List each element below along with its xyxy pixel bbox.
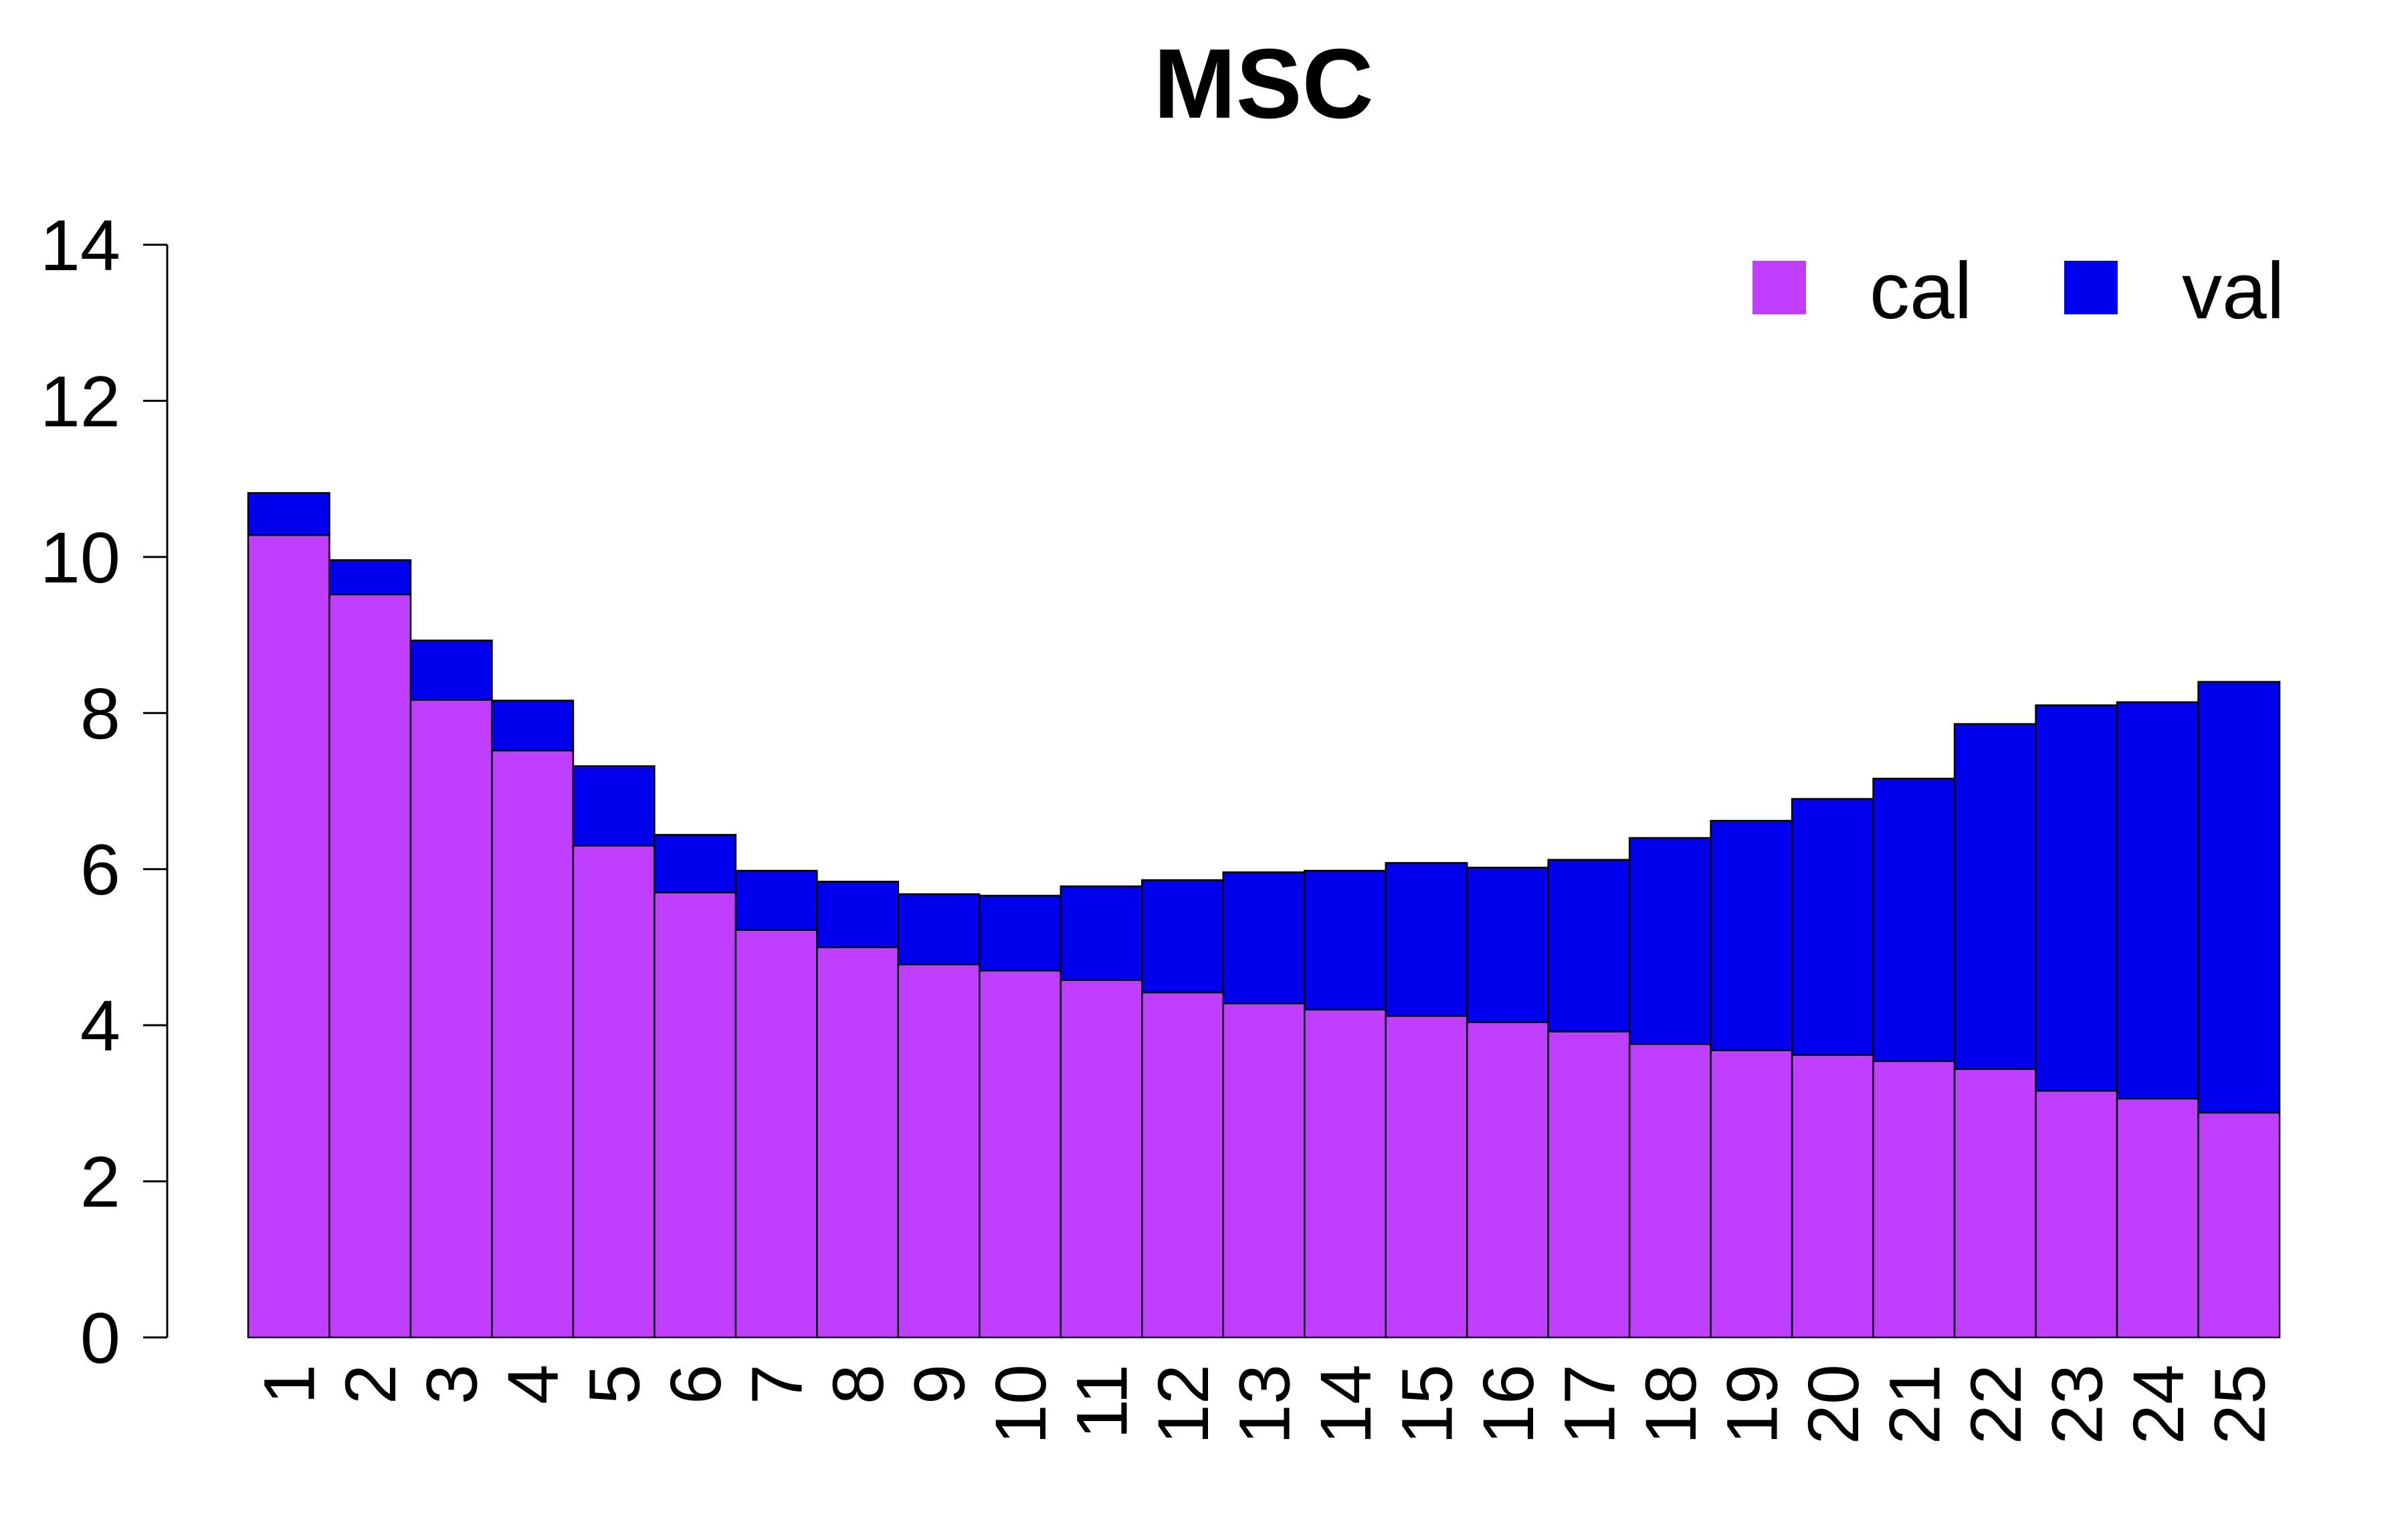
y-tick-label: 12 xyxy=(40,360,120,441)
x-tick-label: 19 xyxy=(1711,1364,1792,1444)
bar-cal-24 xyxy=(2116,1097,2199,1339)
x-tick-label: 10 xyxy=(980,1364,1061,1444)
bar-val-18 xyxy=(1628,837,1712,1045)
y-tick-label: 4 xyxy=(80,985,120,1066)
y-tick-label: 6 xyxy=(80,829,120,910)
bar-val-5 xyxy=(572,765,656,847)
bar-val-2 xyxy=(328,559,412,596)
x-tick-label: 5 xyxy=(574,1364,655,1404)
x-tick-label: 8 xyxy=(817,1364,898,1404)
x-tick-label: 13 xyxy=(1224,1364,1305,1444)
bar-val-24 xyxy=(2116,701,2199,1100)
bar-val-14 xyxy=(1303,869,1387,1011)
bar-val-6 xyxy=(654,834,737,893)
bar-cal-12 xyxy=(1141,991,1225,1339)
chart-title: MSC xyxy=(1154,29,1374,139)
y-tick-label: 8 xyxy=(80,673,120,754)
x-tick-label: 15 xyxy=(1386,1364,1467,1444)
bar-cal-9 xyxy=(897,963,981,1339)
x-tick-label: 20 xyxy=(1793,1364,1874,1444)
x-tick-label: 21 xyxy=(1874,1364,1954,1444)
bar-cal-7 xyxy=(734,929,818,1339)
x-tick-label: 25 xyxy=(2199,1364,2280,1444)
bar-cal-18 xyxy=(1628,1043,1712,1339)
bar-val-19 xyxy=(1710,820,1793,1051)
bar-val-3 xyxy=(409,639,493,701)
bar-cal-22 xyxy=(1953,1068,2037,1339)
bar-val-8 xyxy=(816,881,900,948)
y-tick-label: 10 xyxy=(40,517,120,598)
bar-val-4 xyxy=(491,699,575,752)
bar-val-17 xyxy=(1547,859,1631,1032)
bar-val-22 xyxy=(1953,723,2037,1070)
bar-cal-4 xyxy=(491,750,575,1339)
bar-cal-14 xyxy=(1303,1008,1387,1339)
y-tick-label: 2 xyxy=(80,1142,120,1222)
x-tick-label: 1 xyxy=(249,1364,330,1404)
bar-cal-25 xyxy=(2197,1111,2281,1339)
bar-cal-17 xyxy=(1547,1030,1631,1339)
x-tick-label: 12 xyxy=(1142,1364,1223,1444)
bar-val-13 xyxy=(1222,871,1306,1004)
bar-cal-10 xyxy=(979,970,1062,1339)
bar-cal-5 xyxy=(572,845,656,1339)
bar-cal-21 xyxy=(1872,1060,1956,1339)
bar-cal-19 xyxy=(1710,1049,1793,1339)
bar-val-21 xyxy=(1872,778,1956,1063)
x-tick-label: 11 xyxy=(1062,1364,1142,1439)
bar-cal-16 xyxy=(1466,1021,1549,1339)
bar-val-1 xyxy=(247,492,330,536)
bars xyxy=(247,492,2281,1339)
legend: cal val xyxy=(1752,246,2284,336)
x-tick-label: 17 xyxy=(1548,1364,1629,1444)
bar-cal-15 xyxy=(1385,1014,1468,1339)
bar-cal-11 xyxy=(1060,979,1143,1339)
x-tick-label: 16 xyxy=(1468,1364,1548,1444)
bar-cal-23 xyxy=(2035,1089,2118,1339)
bar-val-11 xyxy=(1060,885,1143,981)
x-axis: 1 2 3 4 5 6 7 8 9 10 11 12 13 14 15 16 17 18 19 20 21 22 23 24 2… xyxy=(249,1364,2280,1444)
x-tick-label: 7 xyxy=(736,1364,817,1404)
x-tick-label: 18 xyxy=(1630,1364,1711,1444)
bar-val-15 xyxy=(1385,862,1468,1017)
bar-cal-6 xyxy=(654,891,737,1339)
y-tick-label: 0 xyxy=(80,1297,120,1378)
x-tick-label: 23 xyxy=(2036,1364,2117,1444)
bar-val-12 xyxy=(1141,879,1225,994)
bar-cal-2 xyxy=(328,593,412,1339)
bar-val-9 xyxy=(897,893,981,966)
legend-swatch-val xyxy=(2064,261,2118,314)
bar-val-10 xyxy=(979,895,1062,972)
x-tick-label: 24 xyxy=(2118,1364,2199,1444)
bar-val-7 xyxy=(734,869,818,932)
x-tick-label: 6 xyxy=(655,1364,736,1404)
bar-cal-13 xyxy=(1222,1002,1306,1339)
x-tick-label: 9 xyxy=(899,1364,980,1404)
bar-cal-1 xyxy=(247,534,330,1339)
bar-cal-8 xyxy=(816,946,900,1339)
x-tick-label: 3 xyxy=(411,1364,492,1404)
x-tick-label: 22 xyxy=(1955,1364,2036,1444)
x-tick-label: 14 xyxy=(1305,1364,1386,1444)
x-tick-label: 4 xyxy=(492,1364,573,1404)
bar-val-16 xyxy=(1466,867,1549,1023)
legend-label-cal: cal xyxy=(1870,246,1972,336)
legend-swatch-cal xyxy=(1752,261,1806,314)
legend-label-val: val xyxy=(2182,246,2284,336)
y-axis: 0 2 4 6 8 10 12 14 xyxy=(40,205,169,1378)
bar-val-25 xyxy=(2197,681,2281,1114)
bar-val-23 xyxy=(2035,704,2118,1092)
bar-cal-3 xyxy=(409,699,493,1339)
y-tick-label: 14 xyxy=(40,205,120,286)
x-tick-label: 2 xyxy=(330,1364,411,1404)
bar-cal-20 xyxy=(1791,1054,1874,1339)
bar-val-20 xyxy=(1791,798,1874,1056)
